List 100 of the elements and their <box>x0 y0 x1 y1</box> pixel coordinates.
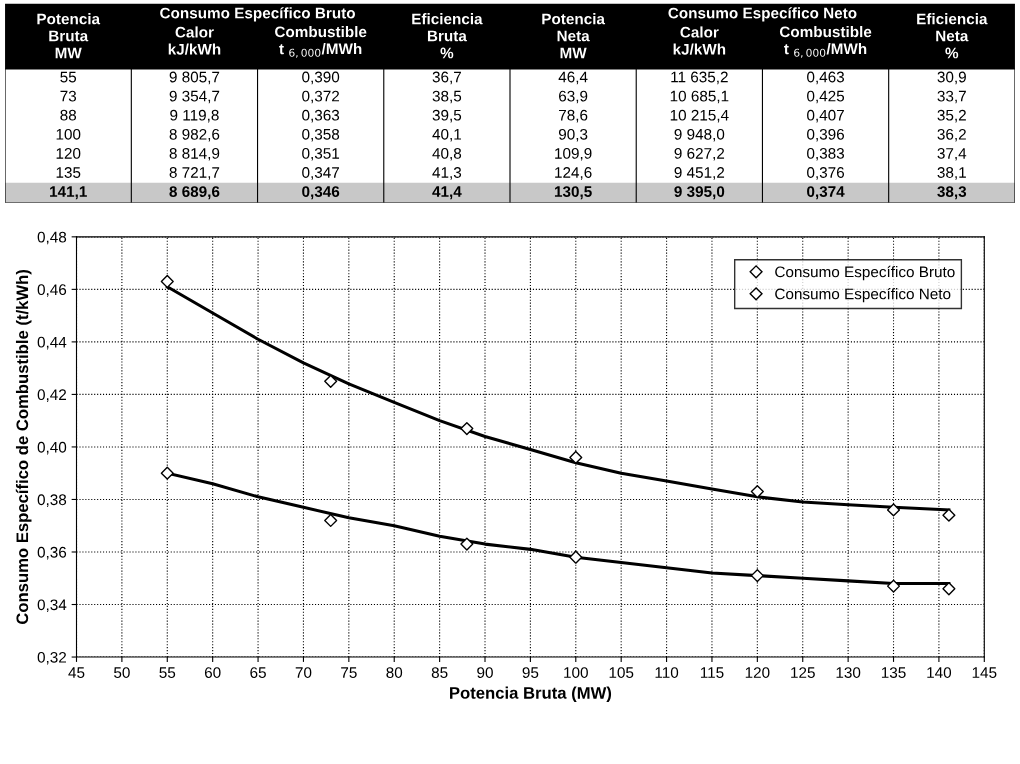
text: 73 <box>60 90 77 102</box>
text: 78,6 <box>559 109 588 123</box>
text: 55 <box>60 71 77 83</box>
text: 8 982,6 <box>169 128 220 142</box>
text: 9 119,8 <box>170 109 219 123</box>
point <box>324 374 338 388</box>
point <box>160 274 174 289</box>
point <box>750 484 764 499</box>
y-tick-label: 0,32 <box>37 651 67 665</box>
point <box>324 513 338 528</box>
y-tick-label: 0,34 <box>37 599 67 613</box>
y-tick-label: 0,36 <box>37 546 67 560</box>
x-tick-label: 110 <box>655 667 679 678</box>
text: 9 354,7 <box>169 90 220 104</box>
x-tick-label: 130 <box>836 667 861 678</box>
legend-label: Consumo Específico Neto <box>775 287 951 303</box>
category-label: Potencia Bruta MW <box>37 13 101 59</box>
text: 9 395,0 <box>674 186 725 200</box>
point <box>750 569 764 583</box>
x-tick-label: 145 <box>972 667 997 678</box>
text: 0,425 <box>807 90 845 104</box>
x-tick-label: 75 <box>341 667 357 678</box>
text: 9 948,0 <box>674 128 725 142</box>
x-tick-label: 90 <box>477 667 493 678</box>
text: 38,5 <box>432 90 462 104</box>
x-tick-label: 140 <box>927 667 952 678</box>
x-tick-label: 100 <box>564 667 588 678</box>
text: 0,372 <box>302 90 340 104</box>
text: 0,376 <box>807 167 845 180</box>
text: 40,8 <box>432 147 462 161</box>
category-label: Eficiencia Bruta % <box>412 13 483 59</box>
text: 90,3 <box>558 128 588 142</box>
x-tick-label: 45 <box>68 667 85 678</box>
text: 9 805,7 <box>169 71 220 85</box>
y-tick-label: 0,44 <box>37 336 67 350</box>
text: 0,346 <box>302 186 340 200</box>
category-label: Eficiencia Neta % <box>917 13 988 59</box>
y-tick-label: 0,40 <box>37 441 67 455</box>
text: 40,1 <box>432 128 462 142</box>
text: 38,1 <box>937 167 966 180</box>
x-tick-label: 70 <box>295 667 312 678</box>
x-tick-label: 115 <box>700 667 724 678</box>
x-tick-label: 120 <box>745 667 770 678</box>
legend-label: Consumo Específico Bruto <box>775 265 955 281</box>
text: 8 721,7 <box>169 167 220 180</box>
text: 10 685,1 <box>670 90 729 104</box>
text: 8 814,9 <box>169 147 220 161</box>
x-axis-title: Potencia Bruta (MW) <box>450 686 612 703</box>
text: 41,3 <box>432 167 462 180</box>
text: 0,390 <box>302 71 340 85</box>
text: 135 <box>56 167 81 178</box>
x-tick-label: 125 <box>791 667 815 678</box>
text: 0,383 <box>807 147 845 161</box>
text: Consumo Específico Bruto <box>160 7 355 22</box>
x-tick-label: 85 <box>431 667 448 678</box>
category-label: Potencia Neta MW <box>542 13 606 59</box>
y-tick-label: 0,42 <box>37 389 67 402</box>
text: 37,4 <box>937 147 967 161</box>
text: 100 <box>56 128 81 140</box>
point <box>942 582 956 596</box>
point <box>886 579 901 593</box>
text: 0,363 <box>302 109 340 123</box>
x-tick-label: 50 <box>114 667 130 678</box>
text: 0,374 <box>807 186 845 200</box>
y-axis-title: Consumo Específico de Combustible (t/kWh) <box>15 269 32 625</box>
text: 9 627,2 <box>674 147 725 161</box>
text: 36,7 <box>432 71 461 85</box>
x-tick-label: 135 <box>881 667 906 678</box>
point <box>460 421 474 436</box>
category-label: Calor kJ/kWh <box>673 26 726 55</box>
point <box>886 503 901 517</box>
text: 38,3 <box>937 186 967 200</box>
text: 0,358 <box>302 128 340 142</box>
text: 33,7 <box>937 90 966 104</box>
text: 39,5 <box>432 109 462 123</box>
x-tick-label: 60 <box>204 667 221 678</box>
text: 0,407 <box>807 109 844 123</box>
text: 124,6 <box>555 167 592 180</box>
x-tick-label: 65 <box>250 667 266 678</box>
text: 130,5 <box>554 186 592 200</box>
text: 11 635,2 <box>671 71 728 85</box>
category-label: Combustible t $_{6,000}$/MWh <box>779 26 872 58</box>
x-tick-label: 80 <box>386 667 403 678</box>
text: 109,9 <box>555 147 592 161</box>
x-tick-label: 105 <box>609 667 634 678</box>
point <box>460 537 474 551</box>
x-tick-label: 55 <box>159 667 176 678</box>
text: 0,351 <box>302 147 340 161</box>
text: 35,2 <box>937 109 966 123</box>
text: 0,396 <box>807 128 845 142</box>
y-tick-label: 0,48 <box>37 231 67 245</box>
text: 63,9 <box>559 90 588 104</box>
text: Consumo Específico Neto <box>668 7 857 22</box>
category-label: Calor kJ/kWh <box>168 26 221 55</box>
y-tick-label: 0,38 <box>37 494 67 507</box>
text: 9 451,2 <box>674 167 725 180</box>
text: 120 <box>56 147 81 159</box>
text: 0,347 <box>302 167 340 180</box>
text: 30,9 <box>937 71 966 85</box>
text: 10 215,4 <box>670 109 729 123</box>
